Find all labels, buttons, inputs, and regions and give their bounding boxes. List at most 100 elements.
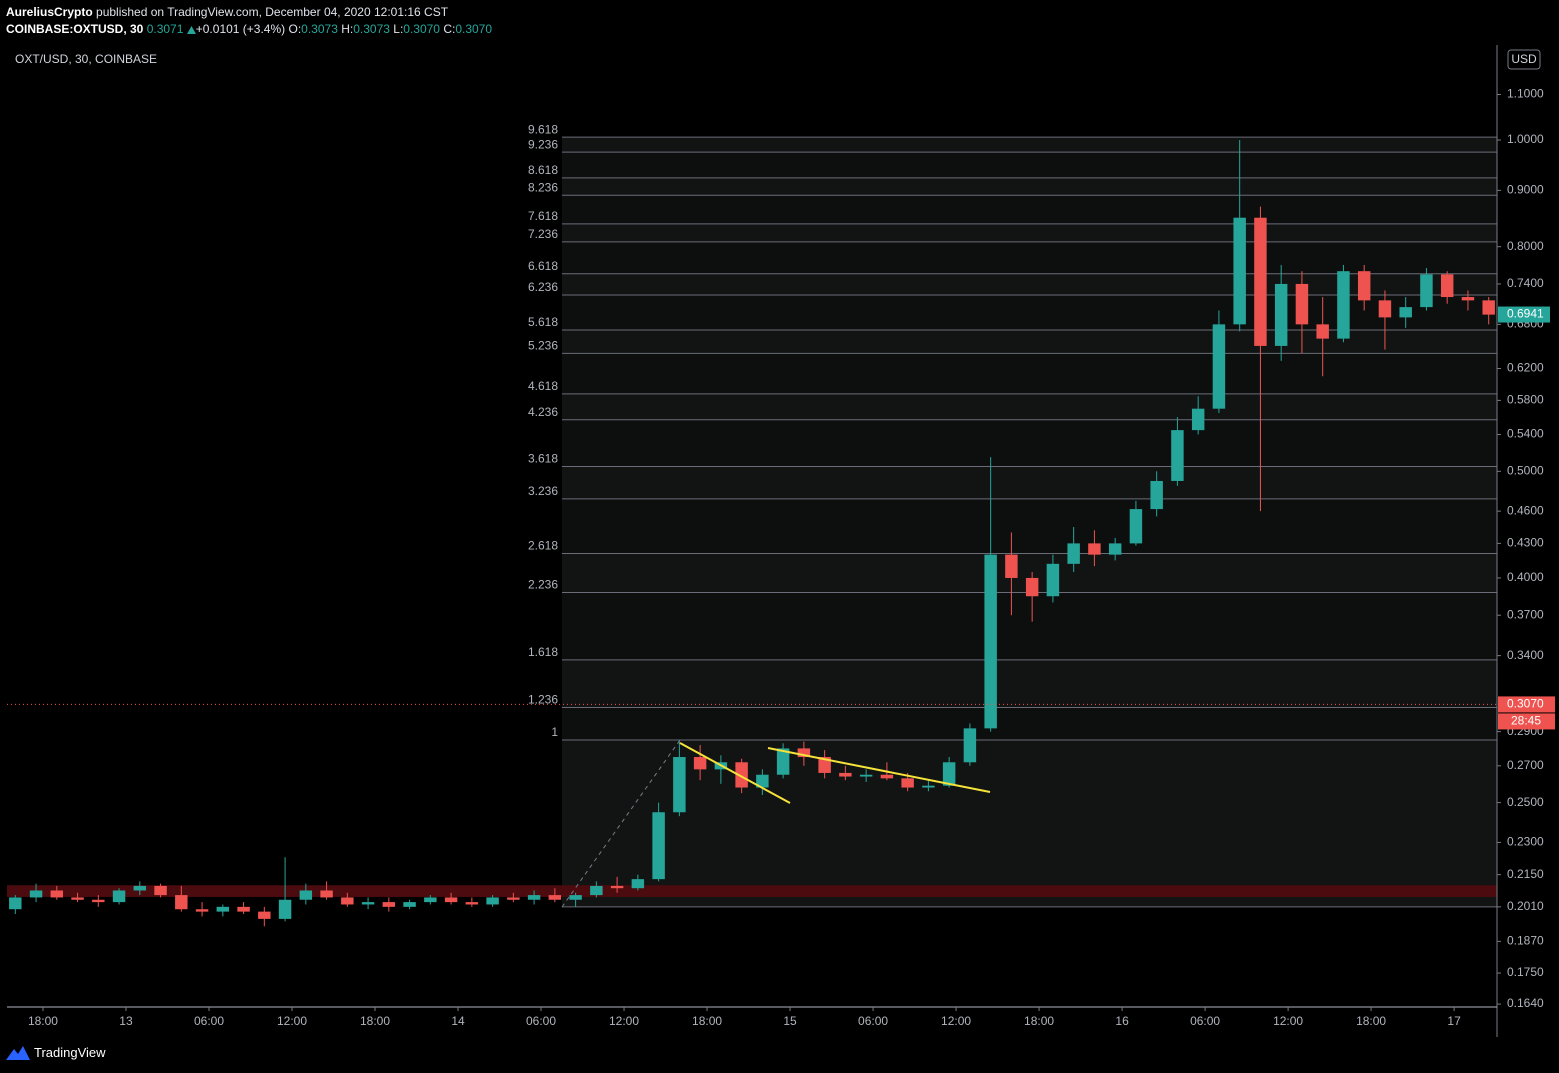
candle-body (859, 774, 873, 777)
currency-button[interactable] (1507, 49, 1541, 70)
fib-label: 8.236 (528, 180, 558, 194)
fib-label: 1.618 (528, 645, 558, 659)
candle-body (403, 902, 416, 907)
published: published on TradingView.com, December 0… (96, 5, 449, 19)
fib-band (562, 466, 1497, 499)
ohlc-c-value: 0.3070 (455, 22, 493, 36)
candle-body (776, 748, 790, 775)
candle-body (92, 899, 105, 903)
footer: TradingView (6, 1045, 106, 1060)
x-tick-label: 06:00 (858, 1014, 888, 1028)
fib-band (562, 273, 1497, 296)
candle-body (341, 897, 354, 905)
x-tick-label: 18:00 (360, 1014, 390, 1028)
candle-body (175, 895, 188, 910)
candle-body (1420, 274, 1433, 308)
fib-label: 2.618 (528, 539, 558, 553)
candle-body (133, 885, 147, 891)
candle-body (1067, 543, 1080, 564)
candle-body (527, 895, 541, 900)
candle-body (652, 812, 665, 880)
candle-body (1316, 324, 1329, 339)
y-tick-label: 0.5000 (1507, 463, 1544, 477)
candle-body (1129, 509, 1143, 544)
candle-body (1191, 408, 1205, 431)
x-tick-label: 17 (1447, 1014, 1461, 1028)
fib-band (562, 393, 1497, 420)
x-tick-label: 12:00 (1273, 1014, 1303, 1028)
y-tick-label: 0.2150 (1507, 867, 1544, 881)
candle-body (465, 902, 479, 905)
fib-label: 3.236 (528, 484, 558, 498)
x-tick-label: 12:00 (941, 1014, 971, 1028)
candle-body (50, 890, 64, 898)
candle-body (258, 911, 271, 919)
fib-label: 5.618 (528, 315, 558, 329)
author: AureliusCrypto (6, 5, 93, 19)
candle-body (673, 757, 686, 813)
up-arrow (186, 25, 196, 34)
fib-band (562, 498, 1497, 554)
y-tick-label: 0.2300 (1507, 835, 1544, 849)
y-tick-label: 0.2500 (1507, 795, 1544, 809)
candle-body (216, 906, 230, 912)
fib-label: 5.236 (528, 339, 558, 353)
candle-body (735, 762, 748, 788)
change: +0.0101 (+3.4%) (195, 22, 286, 36)
candle-body (880, 774, 894, 779)
candle-body (693, 757, 707, 770)
x-tick-label: 16 (1115, 1014, 1129, 1028)
candle-body (922, 785, 935, 788)
fib-band (562, 295, 1497, 331)
price: 0.3071 (146, 22, 184, 36)
x-tick-label: 06:00 (526, 1014, 556, 1028)
candle-body (154, 885, 167, 896)
candle-body (507, 897, 520, 900)
candle-body (1399, 307, 1412, 318)
candle-body (1274, 283, 1288, 346)
y-tick-label: 0.4000 (1507, 570, 1544, 584)
fib-band (562, 195, 1497, 224)
candle-body (797, 748, 811, 758)
candle-body (631, 879, 645, 889)
y-tick-label: 0.1750 (1507, 965, 1544, 979)
chart-title: OXT/USD, 30, COINBASE (15, 52, 157, 66)
candle-body (1440, 274, 1454, 298)
ohlc-o: O: (288, 22, 302, 36)
candle-body (486, 897, 499, 905)
candle-body (590, 885, 603, 896)
x-tick-label: 18:00 (1024, 1014, 1054, 1028)
fib-label: 6.618 (528, 259, 558, 273)
ohlc-l: L: (393, 22, 404, 36)
brand: TradingView (34, 1045, 106, 1060)
candle-body (29, 890, 43, 898)
fib-label: 4.236 (528, 405, 558, 419)
fib-band (562, 659, 1497, 708)
candle-body (299, 890, 313, 900)
countdown: 28:45 (1511, 714, 1541, 728)
header-line-2: COINBASE:OXTUSD, 30 0.3071 +0.0101 (+3.4… (6, 21, 492, 38)
candle-body (756, 774, 769, 788)
candle-body (1025, 577, 1039, 597)
candle-body (278, 899, 292, 919)
last-price-box (1498, 696, 1555, 713)
trend-line (679, 742, 791, 804)
ohlc-h: H: (341, 22, 354, 36)
candle-body (1150, 480, 1163, 510)
fib-band (562, 152, 1497, 178)
x-tick-label: 18:00 (692, 1014, 722, 1028)
ohlc-o-value: 0.3073 (301, 22, 338, 36)
fib-band (562, 353, 1497, 394)
fib-label: 7.618 (528, 209, 558, 223)
fib-label: 7.236 (528, 227, 558, 241)
candle-body (237, 906, 250, 912)
fib-label: 2.236 (528, 578, 558, 592)
fib-band (562, 330, 1497, 354)
candle-body (9, 897, 22, 910)
header: AureliusCrypto published on TradingView.… (6, 4, 492, 38)
y-tick-label: 0.5800 (1507, 393, 1544, 407)
symbol: COINBASE:OXTUSD, 30 (6, 22, 144, 36)
candle-body (1171, 430, 1184, 481)
